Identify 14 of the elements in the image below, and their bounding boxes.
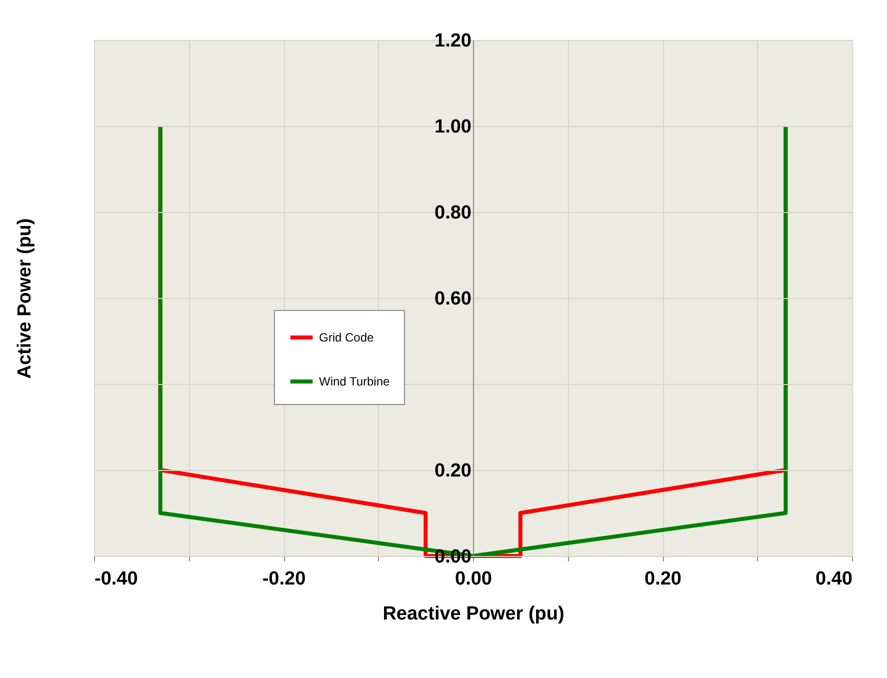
y-tick-label: 0.60 [434,288,472,310]
x-axis-title: Reactive Power (pu) [382,604,564,624]
y-tick-label: 0.80 [434,202,472,224]
x-tick-label: 0.00 [455,568,492,590]
y-axis-title: Active Power (pu) [14,218,36,379]
x-tick-label: 0.40 [816,568,852,590]
y-tick-label: 1.00 [434,116,472,138]
y-tick-label: 0.20 [434,460,472,482]
y-tick-label: 1.20 [434,30,472,52]
legend-label: Grid Code [319,330,374,344]
x-tick-label: -0.20 [262,568,306,590]
x-tick-label: 0.20 [644,568,682,590]
x-tick-label: -0.40 [94,568,138,590]
legend-label: Wind Turbine [319,374,390,388]
